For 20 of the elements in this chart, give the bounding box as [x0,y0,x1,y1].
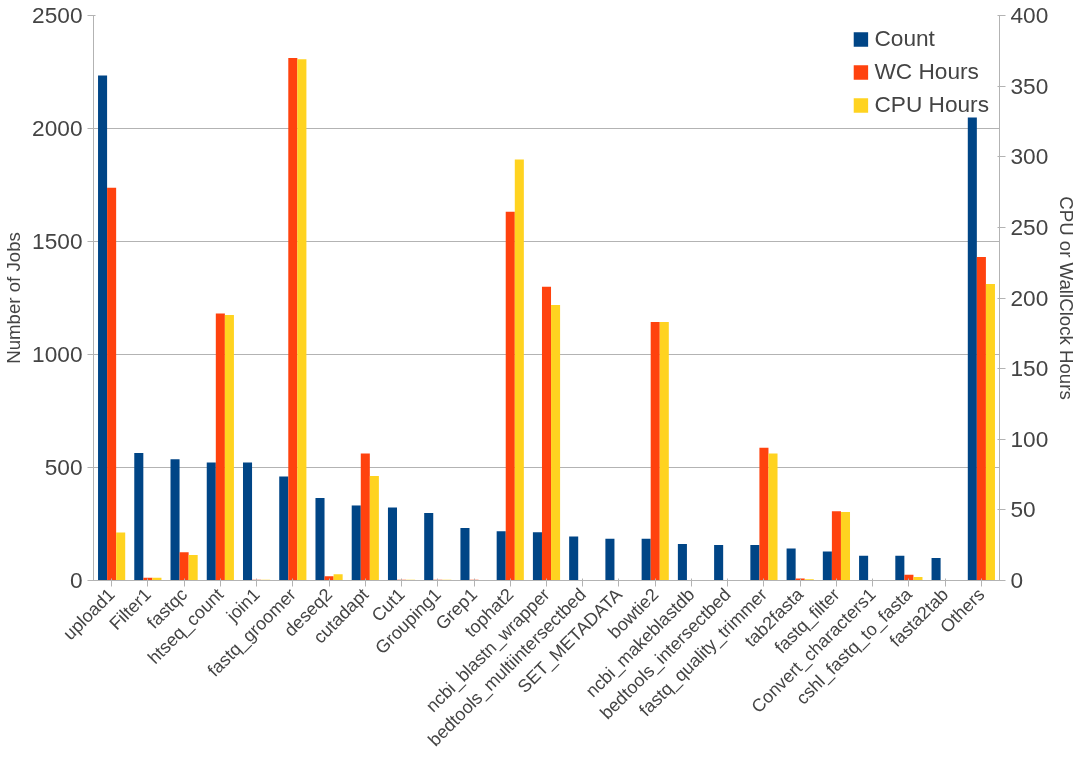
y2-tick-label: 200 [1010,284,1049,311]
y-tick-label: 500 [44,454,83,480]
y-tick-label: 1500 [32,228,83,254]
y2-tick-label: 400 [1010,2,1049,28]
y-tick-label: 2000 [32,115,83,141]
y2-axis-title: CPU or WallClock Hours [1056,196,1078,400]
legend-label: WC Hours [874,58,979,85]
y2-tick-label: 100 [1010,425,1049,452]
y2-tick-label: 300 [1010,143,1049,170]
y2-tick-label: 50 [1010,496,1036,523]
legend-label: Count [874,25,935,52]
y-tick-label: 1000 [32,341,83,367]
legend-label: CPU Hours [874,91,989,118]
y-tick-label: 2500 [32,2,83,28]
y-tick-label: 0 [69,567,83,593]
y2-tick-label: 0 [1010,567,1024,593]
y2-tick-label: 350 [1010,72,1049,99]
y2-tick-label: 150 [1010,355,1049,382]
y2-tick-label: 250 [1010,213,1049,240]
y-axis-title: Number of Jobs [3,232,25,364]
